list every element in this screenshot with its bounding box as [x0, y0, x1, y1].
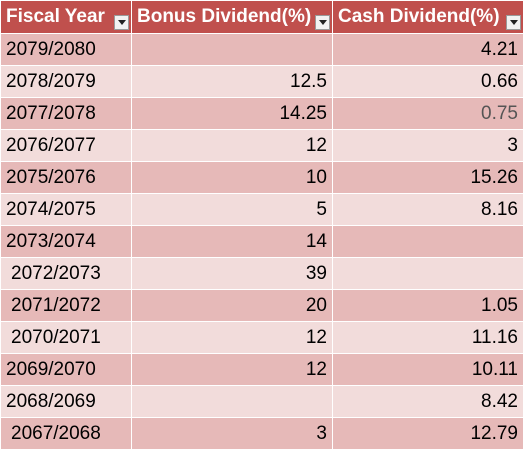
- cash-dividend-cell[interactable]: 15.26: [332, 161, 523, 194]
- fiscal-year-cell[interactable]: 2070/2071: [0, 321, 132, 354]
- bonus-dividend-cell[interactable]: 12.5: [131, 65, 333, 98]
- cash-dividend-header-label: Cash Dividend(%): [338, 6, 500, 27]
- table-row: 2070/2071 12 11.16: [0, 321, 523, 354]
- dropdown-filter-icon[interactable]: [114, 15, 129, 30]
- table-row: 2072/2073 39: [0, 257, 523, 290]
- cash-dividend-cell[interactable]: 4.21: [332, 33, 523, 66]
- bonus-dividend-cell[interactable]: 5: [131, 193, 333, 226]
- cash-dividend-cell[interactable]: 12.79: [332, 417, 523, 450]
- cash-dividend-cell[interactable]: 1.05: [332, 289, 523, 322]
- cash-dividend-cell[interactable]: 10.11: [332, 353, 523, 386]
- header-row: Fiscal Year Bonus Dividend(%) Cash Divid…: [0, 0, 523, 34]
- fiscal-year-header-label: Fiscal Year: [6, 6, 105, 27]
- table-row: 2068/2069 8.42: [0, 385, 523, 418]
- fiscal-year-cell[interactable]: 2075/2076: [0, 161, 132, 194]
- fiscal-year-header: Fiscal Year: [0, 0, 132, 34]
- table-row: 2069/2070 12 10.11: [0, 353, 523, 386]
- fiscal-year-cell[interactable]: 2068/2069: [0, 385, 132, 418]
- fiscal-year-cell[interactable]: 2073/2074: [0, 225, 132, 258]
- bonus-dividend-cell[interactable]: [131, 385, 333, 418]
- cash-dividend-cell[interactable]: [332, 257, 523, 290]
- bonus-dividend-cell[interactable]: 12: [131, 321, 333, 354]
- cash-dividend-cell[interactable]: 8.16: [332, 193, 523, 226]
- cash-dividend-cell[interactable]: 11.16: [332, 321, 523, 354]
- table-row: 2079/2080 4.21: [0, 33, 523, 66]
- bonus-dividend-cell[interactable]: 12: [131, 129, 333, 162]
- bonus-dividend-cell[interactable]: 14.25: [131, 97, 333, 130]
- table-row: 2074/2075 5 8.16: [0, 193, 523, 226]
- fiscal-year-cell[interactable]: 2069/2070: [0, 353, 132, 386]
- cash-dividend-cell[interactable]: 3: [332, 129, 523, 162]
- cash-dividend-cell[interactable]: 8.42: [332, 385, 523, 418]
- bonus-dividend-header-label: Bonus Dividend(%): [137, 6, 312, 27]
- table-row: 2075/2076 10 15.26: [0, 161, 523, 194]
- table-row: 2073/2074 14: [0, 225, 523, 258]
- bonus-dividend-header: Bonus Dividend(%): [131, 0, 333, 34]
- table-row: 2078/2079 12.5 0.66: [0, 65, 523, 98]
- fiscal-year-cell[interactable]: 2079/2080: [0, 33, 132, 66]
- dropdown-filter-icon[interactable]: [506, 15, 521, 30]
- cash-dividend-cell[interactable]: 0.66: [332, 65, 523, 98]
- table-row: 2067/2068 3 12.79: [0, 417, 523, 450]
- bonus-dividend-cell[interactable]: 39: [131, 257, 333, 290]
- bonus-dividend-cell[interactable]: 12: [131, 353, 333, 386]
- fiscal-year-cell[interactable]: 2071/2072: [0, 289, 132, 322]
- bonus-dividend-cell[interactable]: 3: [131, 417, 333, 450]
- bonus-dividend-cell[interactable]: [131, 33, 333, 66]
- fiscal-year-cell[interactable]: 2077/2078: [0, 97, 132, 130]
- bonus-dividend-cell[interactable]: 20: [131, 289, 333, 322]
- table-row: 2076/2077 12 3: [0, 129, 523, 162]
- table-row: 2071/2072 20 1.05: [0, 289, 523, 322]
- table-row: 2077/2078 14.25 0.75: [0, 97, 523, 130]
- bonus-dividend-cell[interactable]: 10: [131, 161, 333, 194]
- fiscal-year-cell[interactable]: 2074/2075: [0, 193, 132, 226]
- fiscal-year-cell[interactable]: 2076/2077: [0, 129, 132, 162]
- fiscal-year-cell[interactable]: 2072/2073: [0, 257, 132, 290]
- cash-dividend-cell[interactable]: 0.75: [332, 97, 523, 130]
- fiscal-year-cell[interactable]: 2067/2068: [0, 417, 132, 450]
- fiscal-year-cell[interactable]: 2078/2079: [0, 65, 132, 98]
- bonus-dividend-cell[interactable]: 14: [131, 225, 333, 258]
- cash-dividend-cell[interactable]: [332, 225, 523, 258]
- dropdown-filter-icon[interactable]: [315, 15, 330, 30]
- cash-dividend-header: Cash Dividend(%): [332, 0, 523, 34]
